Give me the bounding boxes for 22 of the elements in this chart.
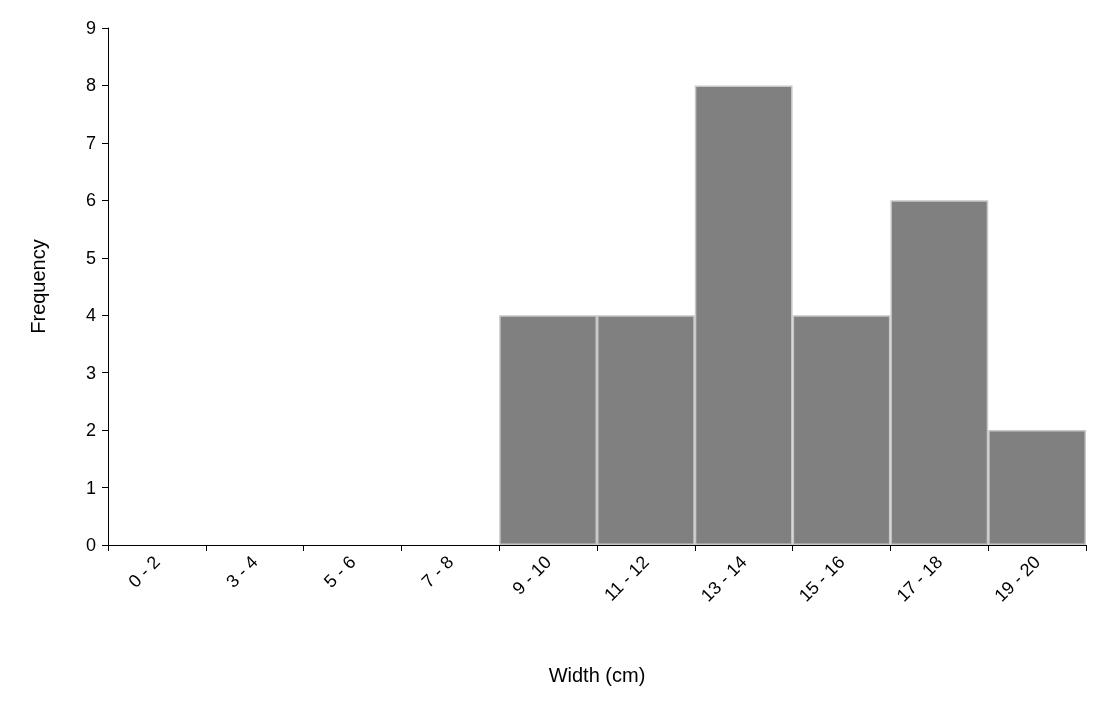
y-tick-label: 8 [85, 75, 96, 96]
x-tick-label: 7 - 8 [417, 551, 458, 592]
y-tick-label: 1 [85, 477, 96, 498]
x-tick-label: 5 - 6 [319, 551, 360, 592]
x-tick-label: 9 - 10 [508, 551, 556, 599]
y-tick-label: 6 [85, 190, 96, 211]
x-tick-label: 13 - 14 [697, 551, 751, 606]
y-tick-label: 4 [85, 305, 96, 326]
x-axis-title: Width (cm) [548, 664, 646, 686]
x-tick-label: 15 - 16 [794, 551, 849, 606]
y-tick-label: 9 [85, 18, 96, 38]
y-tick-label: 3 [85, 362, 96, 383]
x-tick-label: 17 - 18 [892, 551, 947, 606]
x-tick-label: 0 - 2 [124, 551, 164, 592]
y-tick-label: 2 [85, 420, 96, 441]
x-tick-label: 19 - 20 [990, 551, 1045, 606]
x-tick-label: 11 - 12 [600, 551, 653, 605]
x-tick-label: 3 - 4 [222, 551, 262, 592]
y-axis-title: Frequency [27, 239, 49, 334]
y-tick-label: 5 [85, 247, 96, 268]
y-tick-label: 7 [85, 132, 96, 153]
y-tick-label: 0 [85, 535, 96, 555]
